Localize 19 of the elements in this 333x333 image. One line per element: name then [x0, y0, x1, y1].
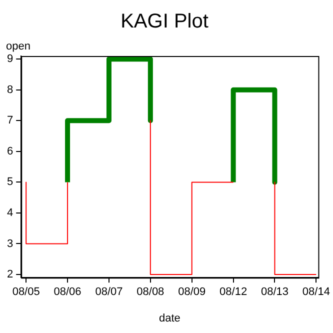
x-tick-label: 08/07 [95, 286, 123, 298]
x-tick-label: 08/12 [220, 286, 248, 298]
x-tick-label: 08/05 [12, 286, 40, 298]
x-tick-label: 08/06 [54, 286, 82, 298]
x-tick-label: 08/08 [136, 286, 164, 298]
y-tick-label: 4 [6, 207, 14, 219]
y-tick-label: 9 [6, 53, 14, 66]
y-tick-label: 5 [6, 176, 14, 188]
x-tick-label: 08/14 [302, 286, 330, 298]
y-tick-label: 7 [6, 114, 14, 127]
x-tick-label: 08/13 [260, 286, 289, 298]
y-axis-title: open [6, 40, 30, 53]
y-tick-label: 6 [6, 145, 14, 158]
y-tick-label: 8 [6, 84, 14, 96]
y-tick-label: 3 [6, 238, 14, 250]
chart-title: KAGI Plot [120, 10, 209, 33]
y-tick-label: 2 [6, 268, 14, 281]
x-tick-label: 08/09 [178, 286, 206, 298]
x-axis-title: date [158, 312, 180, 324]
